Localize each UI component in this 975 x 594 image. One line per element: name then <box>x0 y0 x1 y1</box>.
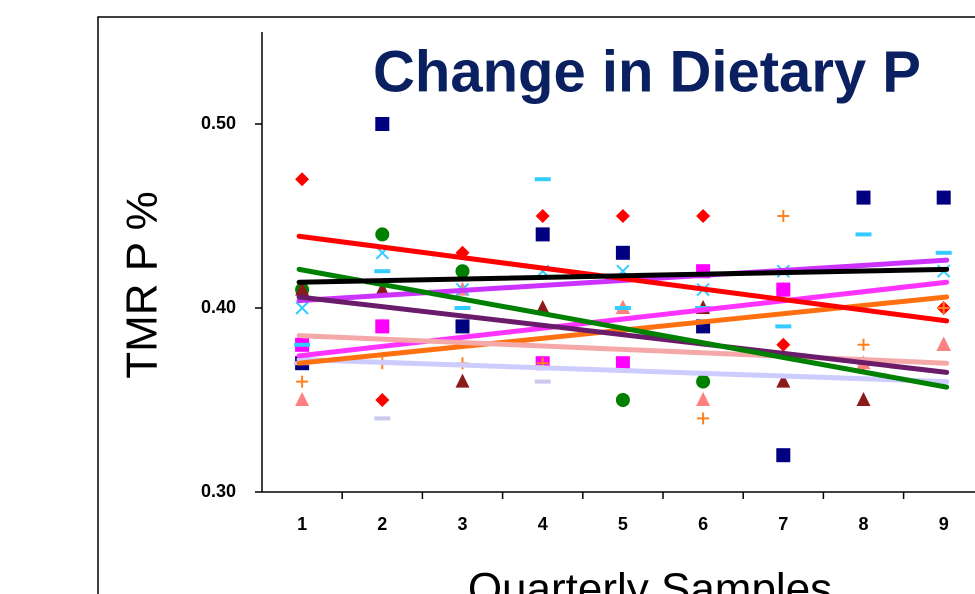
marker <box>775 324 792 329</box>
marker <box>374 269 391 274</box>
marker <box>295 172 310 187</box>
marker <box>375 393 390 407</box>
marker <box>615 393 630 407</box>
marker <box>937 302 950 314</box>
marker <box>455 319 470 334</box>
marker <box>696 392 711 406</box>
marker <box>856 392 871 406</box>
trend-line <box>296 294 950 375</box>
marker <box>454 306 471 310</box>
trend-line <box>296 357 950 385</box>
x-tick-label: 2 <box>377 514 387 534</box>
trend-line <box>296 266 950 390</box>
y-tick-label: 0.50 <box>201 113 236 133</box>
marker <box>374 416 391 421</box>
marker <box>295 392 310 406</box>
chart-title: Change in Dietary P <box>373 39 921 104</box>
marker <box>776 373 791 388</box>
marker <box>614 306 631 310</box>
marker <box>296 375 309 388</box>
marker <box>776 448 791 463</box>
x-tick-label: 7 <box>778 514 788 534</box>
marker <box>534 177 551 182</box>
marker <box>935 250 952 255</box>
marker <box>777 210 790 222</box>
x-tick-label: 4 <box>538 514 548 534</box>
x-tick-label: 8 <box>858 514 868 534</box>
marker <box>375 117 390 131</box>
y-tick-label: 0.40 <box>201 297 236 317</box>
y-axis-label: TMR P % <box>118 191 167 378</box>
x-tick-label: 3 <box>457 514 467 534</box>
marker <box>455 264 470 279</box>
marker <box>857 338 870 351</box>
x-axis-label: Quarterly Samples <box>468 565 832 594</box>
marker <box>776 282 791 297</box>
marker <box>375 227 390 242</box>
trend-line <box>296 266 950 285</box>
marker <box>936 190 951 205</box>
trend-line <box>296 279 950 359</box>
marker <box>936 336 951 351</box>
marker <box>455 373 470 388</box>
marker <box>534 379 551 384</box>
marker <box>615 245 630 260</box>
marker <box>856 190 871 205</box>
marker <box>855 232 872 237</box>
marker <box>295 281 310 296</box>
marker <box>375 319 390 334</box>
marker <box>615 356 630 371</box>
marker <box>535 227 550 242</box>
marker <box>375 281 390 296</box>
marker <box>535 209 550 223</box>
x-tick-label: 9 <box>939 514 949 534</box>
x-tick-label: 5 <box>618 514 628 534</box>
marker <box>697 412 710 425</box>
marker <box>696 374 711 389</box>
y-tick-label: 0.30 <box>201 481 236 501</box>
x-tick-label: 6 <box>698 514 708 534</box>
marker <box>776 337 791 352</box>
marker <box>696 209 711 223</box>
marker <box>294 342 311 347</box>
trend-line <box>296 233 950 324</box>
marker <box>295 301 309 315</box>
marker <box>615 209 630 223</box>
x-tick-label: 1 <box>297 514 307 534</box>
